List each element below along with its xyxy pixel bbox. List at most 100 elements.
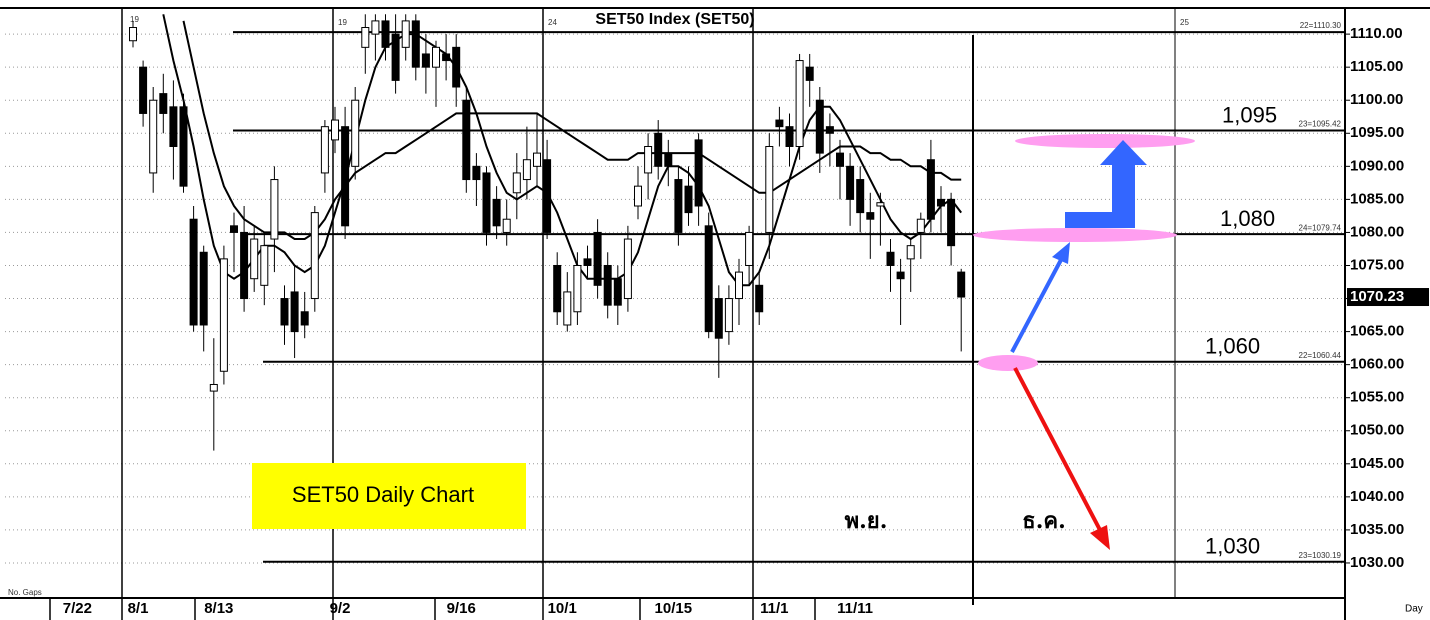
footer-unit: Day — [1405, 604, 1423, 615]
candle-body — [361, 27, 370, 48]
y-tick-label: 1060.00 — [1350, 356, 1404, 373]
candle-body — [583, 258, 592, 266]
candle-body — [906, 245, 915, 260]
candle-body — [623, 238, 632, 300]
candle-body — [219, 258, 228, 372]
highlight — [978, 355, 1038, 371]
candle-body — [603, 264, 612, 306]
candle-body — [452, 46, 461, 88]
candle-body — [563, 291, 572, 326]
candle-body — [442, 53, 451, 62]
y-tick-label: 1030.00 — [1350, 554, 1404, 571]
month-label: ธ.ค. — [1022, 508, 1065, 534]
x-tick-label: 9/16 — [447, 600, 476, 617]
candle-body — [179, 106, 188, 187]
x-tick-label: 11/11 — [837, 600, 873, 617]
candle-body — [947, 198, 956, 247]
level-label: 23=1030.19 — [1299, 551, 1342, 560]
candle-body — [704, 225, 713, 333]
level-label: 22=1110.30 — [1300, 21, 1342, 30]
highlight — [973, 228, 1177, 242]
candle-body — [644, 145, 653, 174]
candle-body — [543, 159, 552, 233]
candle-body — [775, 119, 784, 128]
highlight — [1015, 134, 1195, 148]
period-mark: 19 — [338, 18, 347, 27]
grid — [5, 33, 1350, 564]
average-line — [162, 14, 962, 287]
candle-body — [371, 20, 380, 35]
candle-body — [805, 66, 814, 81]
candle-body — [482, 172, 491, 233]
candle-body — [937, 198, 945, 207]
candle-body — [654, 132, 663, 167]
candle-body — [755, 284, 764, 313]
candle-body — [674, 179, 683, 233]
candle-body — [684, 185, 693, 214]
arrow-head — [1090, 525, 1110, 550]
arrow-line — [1010, 257, 1064, 353]
candle-body — [189, 218, 198, 326]
candle-body — [411, 20, 420, 68]
arrow-line — [1013, 367, 1102, 531]
y-tick-label: 1040.00 — [1350, 488, 1404, 505]
y-tick-label: 1080.00 — [1350, 223, 1404, 240]
candle-body — [866, 212, 875, 220]
candle-body — [815, 99, 824, 154]
candle-body — [724, 298, 733, 333]
level-label: 22=1060.44 — [1299, 351, 1342, 360]
x-tick-label: 11/1 — [760, 600, 788, 617]
candle-body — [149, 99, 158, 174]
y-tick-label: 1090.00 — [1350, 157, 1404, 174]
candle-body — [341, 126, 350, 227]
period-mark: 24 — [548, 18, 557, 27]
x-tick-label: 9/2 — [330, 600, 351, 617]
candle-body — [896, 271, 905, 280]
candle-body — [856, 179, 865, 214]
level-annotation: 1,060 — [1205, 334, 1260, 359]
y-tick-label: 1095.00 — [1350, 124, 1404, 141]
y-tick-label: 1050.00 — [1350, 422, 1404, 439]
candle-body — [280, 298, 289, 326]
candle-body — [512, 172, 521, 194]
level-annotation: 1,080 — [1220, 206, 1275, 231]
period-mark: 19 — [130, 15, 139, 24]
candle-body — [694, 139, 703, 207]
candle-body — [250, 238, 259, 280]
candle-body — [533, 152, 541, 167]
candle-body — [300, 311, 309, 326]
candle-body — [169, 106, 178, 147]
y-tick-label: 1075.00 — [1350, 256, 1404, 273]
candle-body — [502, 218, 511, 233]
y-tick-label: 1100.00 — [1350, 91, 1403, 108]
candle-body — [492, 198, 501, 227]
levels: 22=1110.30 23=1095.42 1,095 24=1079.74 1,080… — [233, 21, 1345, 563]
candle-body — [421, 53, 430, 68]
candle-body — [381, 20, 390, 48]
candle-body — [745, 231, 754, 266]
candle-body — [472, 165, 481, 181]
candle-body — [159, 93, 168, 114]
candle-body — [209, 383, 218, 392]
level-annotation: 1,030 — [1205, 534, 1260, 559]
candle-body — [846, 165, 855, 200]
y-tick-label: 1035.00 — [1350, 521, 1404, 538]
candle-body — [926, 159, 935, 220]
candle-body — [240, 231, 249, 300]
x-tick-label: 8/1 — [128, 600, 149, 617]
chart-title: SET50 Index (SET50) — [595, 11, 754, 28]
candle-body — [290, 291, 299, 333]
level-label: 23=1095.42 — [1299, 120, 1342, 129]
x-tick-label: 7/22 — [63, 600, 92, 617]
candle-body — [331, 119, 339, 141]
plot — [129, 14, 966, 451]
level-label: 24=1079.74 — [1299, 223, 1342, 232]
y-tick-label: 1045.00 — [1350, 455, 1404, 472]
x-tick-label: 10/1 — [548, 600, 577, 617]
y-tick-label: 1055.00 — [1350, 389, 1404, 406]
x-tick-label: 10/15 — [655, 600, 693, 617]
candle-body — [432, 46, 440, 68]
candle-body — [593, 231, 602, 286]
candle-body — [714, 298, 723, 339]
